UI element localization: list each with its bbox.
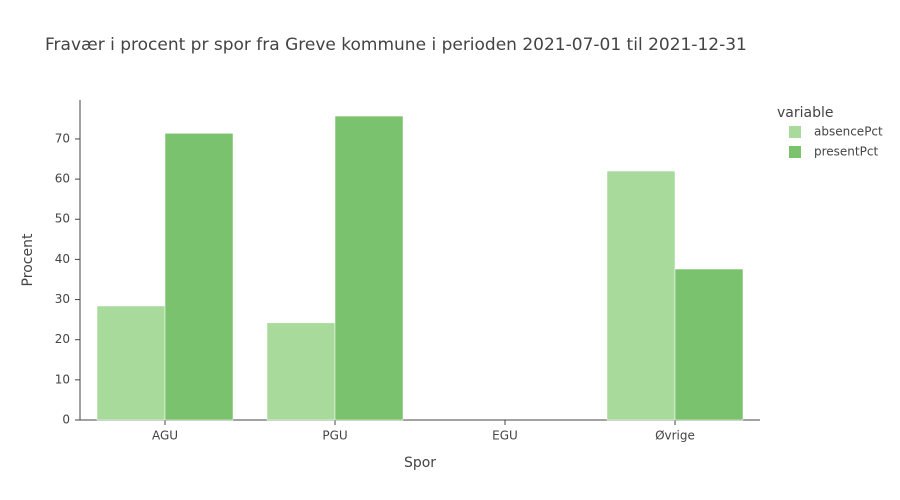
bar — [266, 322, 336, 421]
bar — [674, 268, 744, 421]
y-tick-label: 30 — [55, 292, 70, 306]
y-tick-label: 20 — [55, 332, 70, 346]
legend-label[interactable]: presentPct — [814, 145, 878, 159]
chart-title: Fravær i procent pr spor fra Greve kommu… — [45, 35, 747, 55]
y-tick-label: 60 — [55, 172, 70, 186]
legend-swatch[interactable] — [789, 126, 801, 138]
x-axis-label: Spor — [404, 455, 436, 471]
y-tick-label: 10 — [55, 372, 70, 386]
y-axis-label: Procent — [20, 233, 36, 286]
x-tick-label: PGU — [322, 429, 347, 443]
bar — [606, 170, 676, 421]
bar — [334, 115, 404, 421]
bar — [164, 133, 234, 421]
legend-label[interactable]: absencePct — [814, 125, 883, 139]
x-tick-label: Øvrige — [655, 429, 695, 443]
y-tick-label: 40 — [55, 252, 70, 266]
x-tick-label: EGU — [492, 429, 518, 443]
x-tick-label: AGU — [152, 429, 178, 443]
legend-title: variable — [777, 105, 833, 121]
y-tick-label: 0 — [62, 413, 70, 427]
bar — [96, 305, 166, 421]
y-tick-label: 70 — [55, 131, 70, 145]
legend-swatch[interactable] — [789, 146, 801, 158]
y-tick-label: 50 — [55, 212, 70, 226]
